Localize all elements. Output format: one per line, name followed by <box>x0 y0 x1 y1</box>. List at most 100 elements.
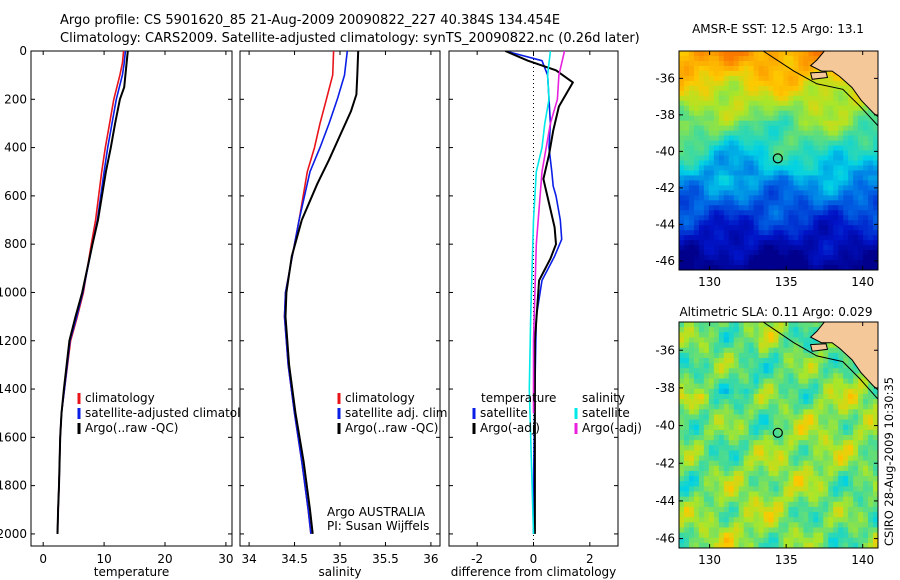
map-cell <box>813 522 819 529</box>
map-cell <box>768 419 775 426</box>
map-cell <box>783 170 790 177</box>
map-cell <box>703 170 710 177</box>
legend-label: satellite <box>582 406 630 420</box>
map-cell <box>838 130 844 137</box>
map-cell <box>788 95 795 102</box>
map-cell <box>783 95 790 102</box>
map-cell <box>813 419 819 426</box>
map-cell <box>733 435 740 441</box>
map-cell <box>703 352 710 359</box>
map-cell <box>818 450 824 457</box>
map-cell <box>688 265 695 270</box>
map-cell <box>693 245 700 251</box>
series-group <box>56 51 129 534</box>
map-cell <box>818 90 824 97</box>
map-cell <box>803 185 809 191</box>
map-cell <box>828 393 834 400</box>
map-cell <box>743 435 750 441</box>
map-cell <box>833 486 839 493</box>
map-cell <box>868 245 874 251</box>
map-cell <box>803 160 809 167</box>
map-cell <box>718 185 725 191</box>
map-cell <box>778 419 785 426</box>
map-cell <box>863 424 869 431</box>
map-cell <box>748 496 755 503</box>
map-cell <box>703 522 710 529</box>
map-cell <box>753 342 760 349</box>
map-cell <box>728 80 735 87</box>
map-cell <box>758 110 765 117</box>
map-cell <box>748 399 755 405</box>
map-cell <box>733 337 740 344</box>
map-cell <box>688 165 695 172</box>
map-cell <box>763 393 770 400</box>
map-cell <box>748 378 755 385</box>
map-cell <box>723 75 730 82</box>
map-cell <box>868 170 874 177</box>
map-cell <box>858 220 864 226</box>
map-cell <box>808 517 814 523</box>
map-cell <box>713 357 720 364</box>
map-cell <box>838 155 844 162</box>
map-cell <box>818 532 824 539</box>
map-cell <box>798 440 804 446</box>
map-cell <box>778 65 785 72</box>
map-cell <box>873 220 878 226</box>
map-cell <box>683 155 690 162</box>
map-cell <box>708 378 715 385</box>
map-cell <box>738 60 745 67</box>
map-cell <box>723 445 730 452</box>
map-cell <box>833 220 839 226</box>
map-cell <box>783 220 790 226</box>
map-cell <box>703 419 710 426</box>
map-cell <box>718 409 725 416</box>
map-cell <box>768 378 775 385</box>
map-cell <box>828 450 834 457</box>
map-cell <box>838 120 844 127</box>
map-cell <box>698 180 705 186</box>
map-cell <box>768 165 775 172</box>
map-cell <box>868 250 874 256</box>
map-cell <box>838 491 844 498</box>
map-cell <box>823 522 829 529</box>
map-cell <box>738 155 745 162</box>
map-cell <box>688 332 695 339</box>
legend-title-temperature: temperature <box>481 391 556 405</box>
map-cell <box>758 465 765 472</box>
map-cell <box>698 200 705 206</box>
map-cell <box>838 250 844 256</box>
map-cell <box>783 100 790 107</box>
map-cell <box>863 522 869 529</box>
map-cell <box>703 225 710 231</box>
map-cell <box>838 235 844 241</box>
map-cell <box>793 347 799 354</box>
map-cell <box>873 250 878 256</box>
map-cell <box>783 388 790 395</box>
map-cell <box>828 150 834 157</box>
map-cell <box>688 476 695 482</box>
map-cell <box>813 424 819 431</box>
map-cell <box>778 357 785 364</box>
map-cell <box>778 506 785 513</box>
map-cell <box>793 388 799 395</box>
map-cell <box>698 245 705 251</box>
map-cell <box>683 383 690 390</box>
map-cell <box>848 363 854 369</box>
map-cell <box>813 225 819 231</box>
map-cell <box>783 450 790 457</box>
map-cell <box>723 455 730 462</box>
map-cell <box>753 486 760 493</box>
map-cell <box>683 537 690 544</box>
map-cell <box>683 260 690 266</box>
map-cell <box>828 342 834 349</box>
map-cell <box>848 155 854 162</box>
map-cell <box>703 255 710 261</box>
map-cell <box>813 155 819 162</box>
map-cell <box>863 445 869 452</box>
map-cell <box>798 230 804 236</box>
map-cell <box>793 200 799 206</box>
map-cell <box>773 110 780 117</box>
map-cell <box>843 165 849 172</box>
map-cell <box>763 373 770 380</box>
map-cell <box>768 512 775 518</box>
